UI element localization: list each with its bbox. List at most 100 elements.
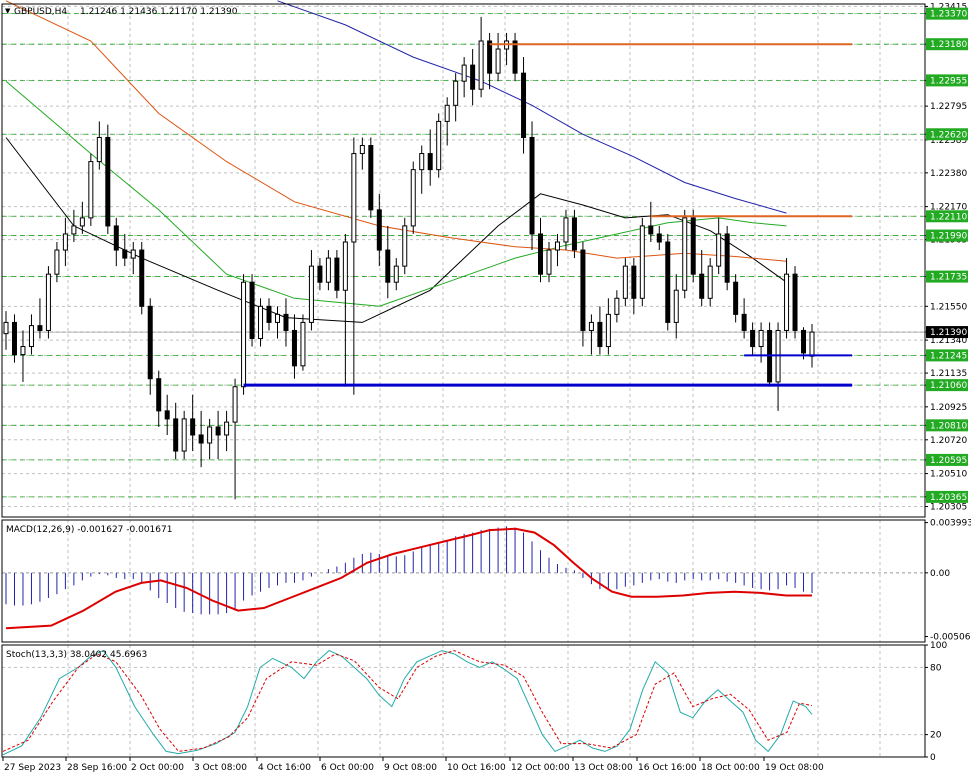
candle-body-12 — [105, 136, 111, 227]
candle-body-19 — [164, 410, 170, 420]
price-tag-bg-9 — [926, 379, 968, 392]
candle-body-61 — [521, 72, 527, 138]
price-tag-bg-5 — [926, 229, 968, 242]
candle-body-48 — [410, 169, 416, 227]
macd-title: MACD(12,26,9) -0.001627 -0.001671 — [6, 525, 172, 535]
ma_blue-line — [277, 0, 787, 214]
xtick-label-11: 18 Oct 00:00 — [701, 763, 760, 773]
price-tag-bg-3 — [926, 128, 968, 141]
pane-frame-macd — [1, 519, 926, 643]
candle-body-28 — [241, 281, 247, 388]
price-tag-bg-11 — [926, 453, 968, 466]
candle-body-27 — [232, 386, 238, 423]
candle-body-18 — [156, 378, 162, 412]
price-tag-9: 1.21060 — [930, 381, 967, 391]
candle-body-58 — [495, 48, 501, 74]
ytick-label-main-8: 1.22170 — [930, 203, 967, 213]
ytick-label-main-0: 1.23415 — [930, 2, 967, 12]
ytick-label-stoch-3: 0 — [930, 753, 936, 763]
price-tag-bg-10 — [926, 419, 968, 432]
candle-body-57 — [487, 40, 493, 74]
candle-body-93 — [792, 273, 798, 331]
candle-body-62 — [529, 136, 535, 235]
candle-body-84 — [716, 233, 722, 267]
price-tag-6: 1.21735 — [930, 273, 967, 283]
candle-body-78 — [665, 241, 671, 323]
ytick-label-main-19: 1.20925 — [930, 403, 967, 413]
candle-body-53 — [453, 80, 459, 106]
candle-body-46 — [393, 265, 399, 283]
pane-frame-stoch — [1, 644, 926, 758]
candle-body-73 — [622, 265, 628, 299]
price-tag-bg-4 — [926, 210, 968, 223]
candle-body-21 — [181, 418, 187, 452]
xtick-label-7: 10 Oct 16:00 — [447, 763, 506, 773]
candle-body-0 — [3, 321, 9, 335]
symbol-label: GBPUSD,H4 — [14, 7, 67, 17]
xtick-label-6: 9 Oct 08:00 — [384, 763, 437, 773]
candles-layer — [3, 16, 815, 500]
candle-body-54 — [461, 64, 467, 82]
candle-body-34 — [291, 329, 297, 367]
candle-body-50 — [427, 153, 433, 171]
candle-body-9 — [79, 217, 85, 227]
candle-body-68 — [580, 249, 586, 331]
candle-body-81 — [690, 217, 696, 275]
candle-body-38 — [325, 257, 331, 283]
candle-body-82 — [699, 273, 705, 299]
candle-body-60 — [512, 40, 518, 74]
price-tag-bg-0 — [926, 7, 968, 20]
xtick-label-8: 12 Oct 00:00 — [511, 763, 570, 773]
candle-body-31 — [266, 305, 272, 323]
price-tag-5: 1.21990 — [930, 232, 967, 242]
candle-body-44 — [376, 209, 382, 251]
xtick-label-1: 28 Sep 16:00 — [67, 763, 127, 773]
candle-body-37 — [317, 265, 323, 283]
ytick-label-stoch-1: 80 — [930, 663, 942, 673]
candle-body-4 — [37, 325, 43, 331]
candle-body-41 — [351, 153, 357, 243]
candle-body-94 — [801, 329, 807, 354]
price-tag-1: 1.23180 — [930, 40, 967, 50]
candle-body-47 — [402, 225, 408, 267]
ma_fast-line — [5, 137, 787, 323]
candle-body-83 — [707, 265, 713, 299]
candle-body-40 — [342, 241, 348, 291]
ytick-label-stoch-2: 20 — [930, 731, 942, 741]
price-tag-2: 1.22955 — [930, 76, 967, 86]
candle-body-66 — [563, 217, 569, 243]
price-tag-bg-7 — [926, 326, 968, 339]
candle-body-51 — [436, 120, 442, 171]
price-tag-7: 1.21390 — [930, 328, 967, 338]
xtick-label-0: 27 Sep 2023 — [4, 763, 61, 773]
candle-body-30 — [258, 305, 264, 339]
ytick-label-main-7: 1.22380 — [930, 169, 967, 179]
candle-body-70 — [597, 321, 603, 348]
price-tag-bg-12 — [926, 490, 968, 503]
candle-body-69 — [588, 321, 594, 331]
candle-body-35 — [300, 321, 306, 367]
price-tag-10: 1.20810 — [930, 421, 967, 431]
candle-body-32 — [274, 313, 280, 323]
candle-body-15 — [130, 249, 136, 259]
price-tag-12: 1.20365 — [930, 493, 967, 503]
collapse-triangle-icon[interactable]: ▼ — [5, 7, 11, 15]
ma_green-line — [5, 80, 787, 307]
xtick-label-4: 4 Oct 16:00 — [258, 763, 311, 773]
xtick-label-10: 16 Oct 16:00 — [638, 763, 697, 773]
candle-body-87 — [741, 313, 747, 331]
candle-body-20 — [173, 418, 179, 452]
candle-body-14 — [122, 249, 128, 259]
candle-body-25 — [215, 426, 221, 436]
ytick-label-main-17: 1.21135 — [930, 369, 967, 379]
candle-body-80 — [682, 217, 688, 291]
candle-body-10 — [88, 161, 94, 219]
candle-body-86 — [733, 281, 739, 315]
grid-layer — [2, 4, 925, 757]
xtick-label-9: 13 Oct 08:00 — [574, 763, 633, 773]
candle-body-92 — [784, 273, 790, 331]
candle-body-7 — [62, 233, 68, 251]
xtick-label-3: 3 Oct 08:00 — [194, 763, 247, 773]
